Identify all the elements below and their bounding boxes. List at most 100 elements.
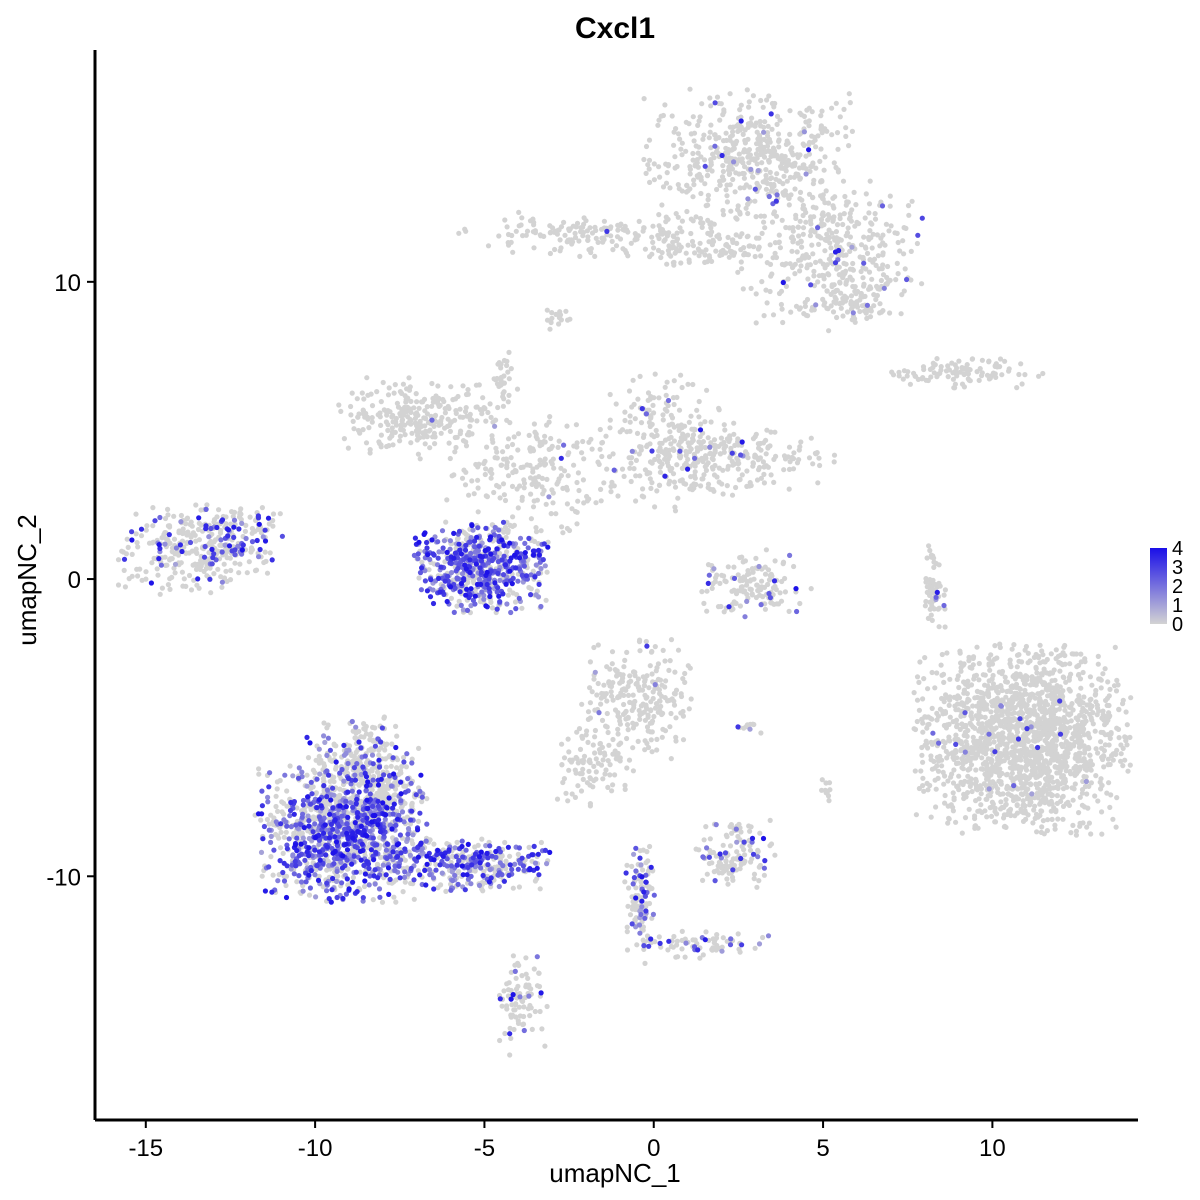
cell-point (1025, 738, 1031, 745)
cell-point (765, 123, 771, 129)
cell-point (1026, 775, 1032, 781)
cell-point (1090, 721, 1096, 727)
cell-point (557, 248, 563, 254)
cell-point (454, 536, 461, 542)
cell-point (712, 462, 718, 469)
cell-point (628, 478, 634, 485)
cell-point (914, 240, 921, 247)
cell-point (723, 250, 729, 256)
cell-point (750, 93, 757, 99)
cell-point (575, 783, 581, 789)
cell-point (144, 523, 150, 529)
cell-point (837, 114, 843, 120)
cell-point (958, 668, 964, 674)
cell-point (592, 253, 598, 259)
cell-point (457, 431, 463, 437)
cell-point (404, 409, 410, 415)
cell-point (662, 237, 668, 243)
cell-point (672, 154, 678, 160)
cell-point (1008, 689, 1014, 695)
cell-point (1098, 739, 1104, 745)
cell-point (626, 388, 633, 394)
cell-point (770, 255, 776, 261)
cell-point (1017, 686, 1023, 692)
cell-point (637, 373, 643, 379)
cell-point (586, 247, 592, 253)
cell-point (1120, 701, 1126, 707)
cell-point (561, 219, 567, 225)
cell-point (817, 462, 823, 469)
cell-point (636, 451, 642, 457)
cell-point (465, 579, 471, 586)
cell-point (505, 473, 512, 479)
cell-point (635, 396, 641, 402)
cell-point (956, 773, 962, 779)
cell-point (749, 592, 755, 598)
cell-point (858, 293, 864, 299)
cell-point (777, 245, 784, 251)
cell-point (847, 234, 854, 240)
cell-point (150, 523, 156, 529)
cell-point (810, 251, 816, 257)
cell-point (283, 829, 289, 835)
cell-point (201, 568, 207, 575)
cell-point (1055, 816, 1061, 822)
cell-point (610, 782, 616, 788)
cell-point (976, 677, 982, 683)
cell-point (589, 689, 595, 695)
cell-point (360, 427, 366, 433)
cell-point (495, 404, 501, 411)
cell-point (625, 714, 631, 720)
cell-point (718, 101, 724, 107)
cell-point (564, 525, 571, 532)
cell-point (923, 377, 929, 383)
cell-point (490, 439, 496, 445)
cell-point (942, 709, 949, 715)
cell-point (670, 395, 677, 401)
cell-point (1100, 671, 1106, 677)
cell-point (1031, 761, 1037, 768)
cell-point (656, 687, 663, 693)
cell-point (1030, 820, 1036, 826)
cell-point (1098, 685, 1104, 691)
cell-point (673, 734, 679, 740)
cell-point (1078, 659, 1084, 665)
cell-point (1052, 826, 1058, 832)
cell-point (950, 780, 957, 786)
cell-point (494, 449, 500, 455)
cell-point (761, 313, 767, 319)
cell-point (854, 302, 860, 308)
cell-point (708, 103, 714, 109)
cell-point (840, 178, 847, 184)
cell-point (790, 152, 796, 158)
cell-point (731, 142, 737, 148)
cell-point (500, 403, 506, 409)
cell-point (683, 448, 689, 454)
cell-point (923, 576, 929, 582)
cell-point (514, 386, 521, 392)
cell-point (884, 274, 890, 281)
cell-point (727, 124, 733, 130)
cell-point (672, 508, 679, 514)
cell-point (668, 710, 674, 717)
cell-point (270, 511, 277, 517)
cell-point (754, 582, 760, 588)
cell-point (768, 571, 774, 577)
cell-point (135, 573, 141, 579)
cell-point (625, 683, 631, 690)
cell-point (967, 720, 973, 726)
cell-point (610, 247, 616, 253)
cell-point (723, 579, 729, 585)
cell-point (737, 578, 743, 584)
cell-point (1021, 742, 1027, 748)
cell-point (908, 277, 914, 283)
cell-point (797, 189, 804, 195)
cell-point (338, 408, 344, 414)
cell-point (1013, 684, 1019, 691)
cell-point (867, 314, 874, 320)
cell-point (760, 440, 767, 446)
cell-point (901, 368, 908, 374)
cell-point (236, 570, 242, 576)
cell-point (607, 762, 613, 768)
cell-point (787, 108, 793, 114)
